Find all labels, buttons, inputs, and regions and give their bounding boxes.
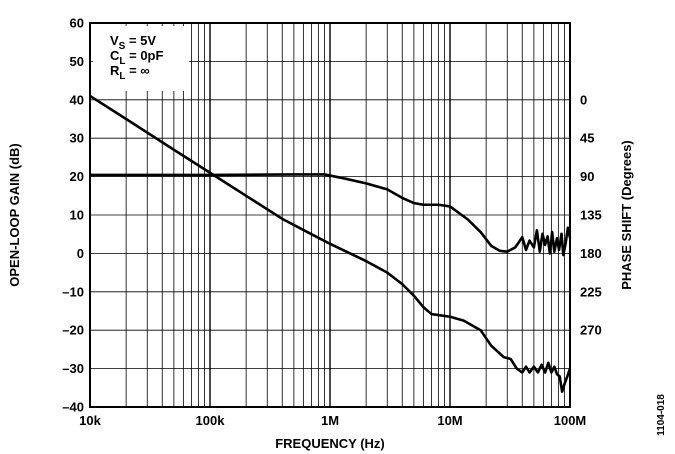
right-y-tick-labels: 0 45 90 135 180 225 270 — [580, 92, 602, 337]
left-y-tick-label: 10 — [70, 208, 84, 223]
right-y-tick-label: 45 — [580, 131, 594, 146]
right-y-axis-label: PHASE SHIFT (Degrees) — [619, 140, 634, 290]
right-y-tick-label: 135 — [580, 207, 602, 222]
right-y-tick-label: 180 — [580, 246, 602, 261]
legend-line: VS = 5V — [110, 33, 156, 52]
legend-line: CL = 0pF — [110, 48, 163, 67]
left-y-tick-label: 60 — [70, 16, 84, 31]
phase-curve — [90, 173, 572, 257]
left-y-tick-label: –20 — [62, 323, 84, 338]
x-tick-label: 10M — [437, 413, 462, 428]
x-axis-label: FREQUENCY (Hz) — [275, 436, 385, 451]
left-y-axis-label: OPEN-LOOP GAIN (dB) — [7, 143, 22, 286]
series — [89, 94, 572, 393]
figure-id: 1104-018 — [656, 394, 667, 436]
gain-curve — [89, 94, 572, 393]
x-tick-label: 100k — [196, 413, 226, 428]
plot-frame — [89, 22, 571, 408]
legend-line: RL = ∞ — [110, 63, 150, 82]
left-y-tick-label: –30 — [62, 361, 84, 376]
right-y-tick-label: 225 — [580, 284, 602, 299]
left-y-tick-label: 20 — [70, 169, 84, 184]
right-y-tick-label: 270 — [580, 323, 602, 338]
left-y-tick-label: –40 — [62, 400, 84, 415]
right-y-tick-label: 0 — [580, 92, 587, 107]
left-y-tick-label: 0 — [77, 246, 84, 261]
left-y-tick-label: 40 — [70, 92, 84, 107]
x-tick-label: 1M — [321, 413, 339, 428]
right-y-tick-label: 90 — [580, 169, 594, 184]
x-tick-label: 100M — [554, 413, 587, 428]
left-y-tick-label: –10 — [62, 284, 84, 299]
x-tick-labels: 10k 100k 1M 10M 100M — [79, 413, 586, 428]
left-y-tick-labels: 60 50 40 30 20 10 0 –10 –20 –30 –40 — [62, 16, 84, 415]
x-tick-label: 10k — [79, 413, 101, 428]
left-y-tick-label: 50 — [70, 54, 84, 69]
left-y-tick-label: 30 — [70, 131, 84, 146]
